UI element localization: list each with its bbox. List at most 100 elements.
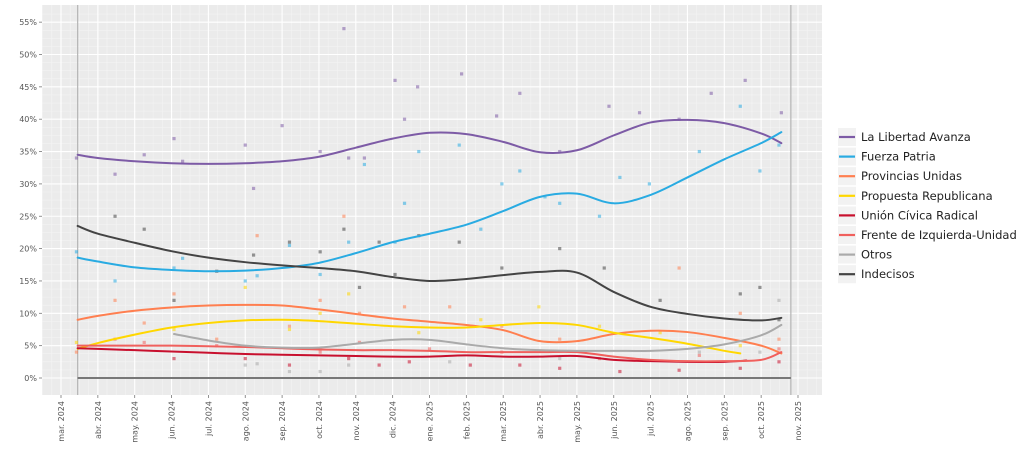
poll-point (597, 324, 602, 328)
poll-point (777, 347, 781, 351)
poll-point (448, 305, 452, 309)
poll-point (558, 149, 562, 154)
x-tick-label: feb. 2025 (462, 401, 471, 439)
legend-label: Indecisos (861, 267, 915, 281)
poll-point (243, 363, 247, 367)
trend-line-8 (76, 224, 783, 322)
poll-point (618, 369, 622, 374)
poll-point (142, 227, 146, 231)
poll-point (251, 253, 256, 257)
legend-label: Provincias Unidas (861, 169, 962, 183)
reference-lines (77, 5, 792, 395)
poll-point (357, 285, 362, 290)
x-tick-label: abr. 2024 (94, 401, 103, 439)
x-tick-label: jun. 2024 (168, 401, 177, 440)
poll-point (255, 362, 259, 366)
poll-point (558, 201, 562, 205)
poll-point (181, 159, 185, 163)
poll-point (377, 363, 381, 367)
poll-point (172, 266, 176, 270)
poll-point (243, 285, 247, 290)
poll-point (518, 91, 522, 95)
poll-point (658, 331, 662, 335)
poll-point (172, 292, 176, 296)
poll-point (74, 156, 79, 160)
poll-point (287, 324, 292, 328)
poll-point (738, 344, 742, 348)
poll-point (342, 214, 346, 218)
poll-point (362, 162, 366, 167)
legend-label: Otros (861, 248, 892, 262)
poll-point (318, 369, 322, 374)
poll-point (357, 311, 362, 315)
poll-point (243, 279, 247, 283)
poll-point (416, 85, 420, 89)
poll-point (597, 214, 602, 218)
trend-lines (76, 118, 783, 363)
x-tick-label: mar. 2025 (499, 401, 508, 442)
poll-point (74, 340, 79, 345)
poll-point (142, 321, 146, 325)
trend-line-3 (76, 303, 783, 355)
trend-line-4 (76, 318, 742, 355)
poll-point (607, 104, 611, 108)
poll-point (709, 91, 713, 95)
poll-point (287, 243, 292, 247)
poll-point (697, 350, 701, 354)
poll-point (777, 143, 781, 147)
y-tick-label: 5% (24, 342, 37, 351)
poll-point (243, 356, 247, 361)
x-tick-label: jun. 2025 (610, 401, 619, 440)
poll-point (318, 350, 322, 354)
x-tick-label: jul. 2025 (647, 401, 656, 437)
x-tick-label: jul. 2024 (204, 401, 213, 437)
poll-point (287, 240, 292, 244)
poll-point (172, 137, 176, 141)
poll-point (558, 366, 562, 370)
poll-point (402, 201, 407, 205)
poll-point (377, 240, 381, 244)
poll-point (347, 240, 351, 244)
poll-points (74, 27, 783, 374)
poll-point (142, 153, 146, 157)
legend: La Libertad Avanza Fuerza Patria Provincia… (832, 124, 1020, 288)
poll-point (558, 337, 562, 341)
poll-point (113, 172, 117, 176)
x-tick-label: ago. 2025 (683, 401, 692, 441)
poll-point (500, 324, 504, 328)
x-tick-label: nov. 2025 (794, 401, 803, 441)
poll-point (558, 247, 562, 251)
poll-point (362, 156, 366, 160)
trend-line-5 (76, 347, 748, 363)
poll-point (647, 182, 651, 186)
poll-point (777, 337, 781, 341)
poll-point (738, 292, 742, 296)
poll-point (318, 250, 322, 254)
poll-point (457, 143, 461, 147)
y-tick-label: 0% (24, 374, 37, 383)
poll-point (172, 356, 176, 361)
poll-point (558, 356, 562, 361)
poll-point (758, 285, 762, 290)
poll-point (777, 318, 781, 322)
poll-point (738, 366, 742, 370)
poll-point (677, 266, 681, 270)
y-tick-label: 50% (19, 51, 37, 60)
poll-point (243, 143, 247, 147)
poll-point (318, 311, 322, 315)
poll-point (342, 227, 346, 231)
poll-point (500, 182, 504, 186)
poll-point (255, 234, 259, 238)
trend-line-7 (173, 323, 783, 352)
x-tick-label: ene. 2025 (426, 401, 435, 441)
poll-point (142, 340, 146, 345)
poll-point (251, 186, 256, 191)
poll-point (738, 104, 742, 108)
poll-point (393, 78, 397, 82)
poll-point (697, 149, 701, 154)
legend-label: Unión Cívica Radical (861, 208, 978, 222)
grid (42, 5, 822, 395)
trend-line-2 (76, 131, 783, 273)
poll-point (427, 347, 432, 351)
poll-point (74, 350, 79, 354)
